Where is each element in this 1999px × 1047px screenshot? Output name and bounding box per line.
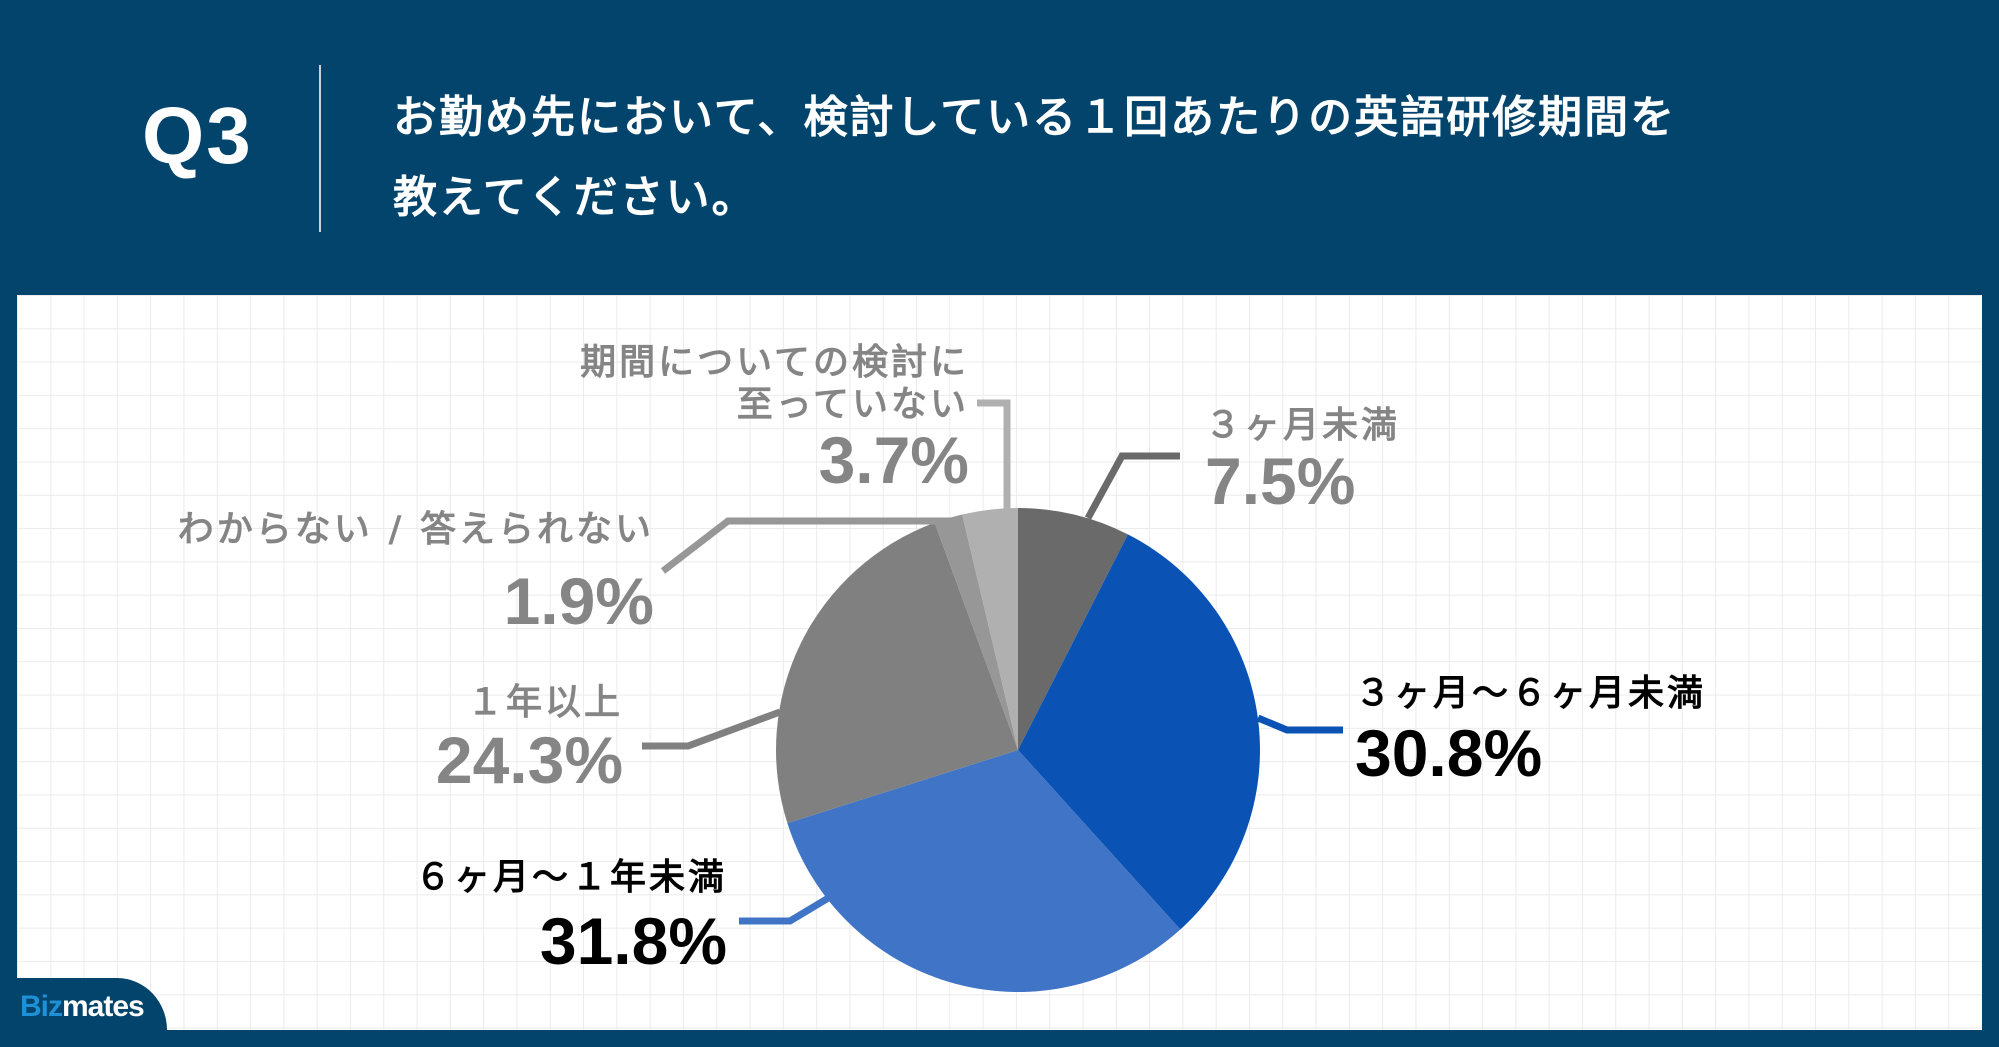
label-1-year-plus-percent: 24.3% (435, 723, 623, 797)
question-number: Q3 (142, 91, 253, 180)
slice-unknown (934, 514, 1018, 750)
header: Q3 お勤め先において、検討している１回あたりの英語研修期間を 教えてください。 (0, 0, 1999, 295)
question-title: お勤め先において、検討している１回あたりの英語研修期間を 教えてください。 (393, 78, 1893, 238)
slice-not-considered (962, 507, 1018, 750)
leader-line-not-considered (977, 399, 1011, 510)
label-1-year-plus: １年以上 24.3% (435, 682, 623, 797)
label-6-months-to-1-year-category: ６ヶ月〜１年未満 (414, 857, 727, 898)
leader-line-6-months-to-1-year (739, 893, 832, 925)
label-3-to-6-months-category: ３ヶ月〜６ヶ月未満 (1355, 673, 1707, 714)
label-not-considered-category-line2: 至っていない (736, 384, 969, 425)
slice-6-months-to-1-year (787, 750, 1181, 992)
label-less-than-3-months-category: ３ヶ月未満 (1205, 405, 1401, 446)
label-not-considered-percent: 3.7% (818, 423, 969, 497)
leader-line-less-than-3-months (1084, 452, 1180, 520)
leader-line-3-to-6-months (1256, 714, 1343, 734)
label-6-months-to-1-year: ６ヶ月〜１年未満 31.8% (414, 857, 727, 978)
logo-part-mates: mates (62, 990, 145, 1023)
slice-3-to-6-months (1018, 534, 1260, 930)
label-unknown-category: わからない / 答えられない (177, 509, 654, 550)
logo-part-biz: Biz (20, 990, 63, 1023)
bizmates-logo: Bizmates (20, 990, 145, 1024)
label-3-to-6-months: ３ヶ月〜６ヶ月未満 30.8% (1355, 673, 1707, 790)
slice-less-than-3-months (1018, 508, 1128, 750)
label-not-considered-category-line1: 期間についての検討に (580, 342, 969, 383)
question-title-line2: 教えてください。 (393, 172, 758, 223)
label-less-than-3-months-percent: 7.5% (1205, 444, 1356, 518)
label-less-than-3-months: ３ヶ月未満 7.5% (1205, 405, 1401, 518)
label-not-considered: 期間についての検討に 至っていない 3.7% (580, 342, 969, 497)
label-unknown-percent: 1.9% (503, 564, 654, 638)
logo-tab (17, 978, 167, 1030)
label-6-months-to-1-year-percent: 31.8% (539, 904, 727, 978)
label-3-to-6-months-percent: 30.8% (1355, 716, 1543, 790)
slice-1-year-plus (776, 522, 1018, 824)
label-1-year-plus-category: １年以上 (466, 682, 623, 723)
question-title-line1: お勤め先において、検討している１回あたりの英語研修期間を (393, 92, 1677, 143)
label-unknown: わからない / 答えられない 1.9% (177, 509, 654, 638)
leader-line-unknown (660, 517, 955, 574)
header-divider (319, 65, 321, 232)
leader-line-1-year-plus (642, 708, 782, 750)
